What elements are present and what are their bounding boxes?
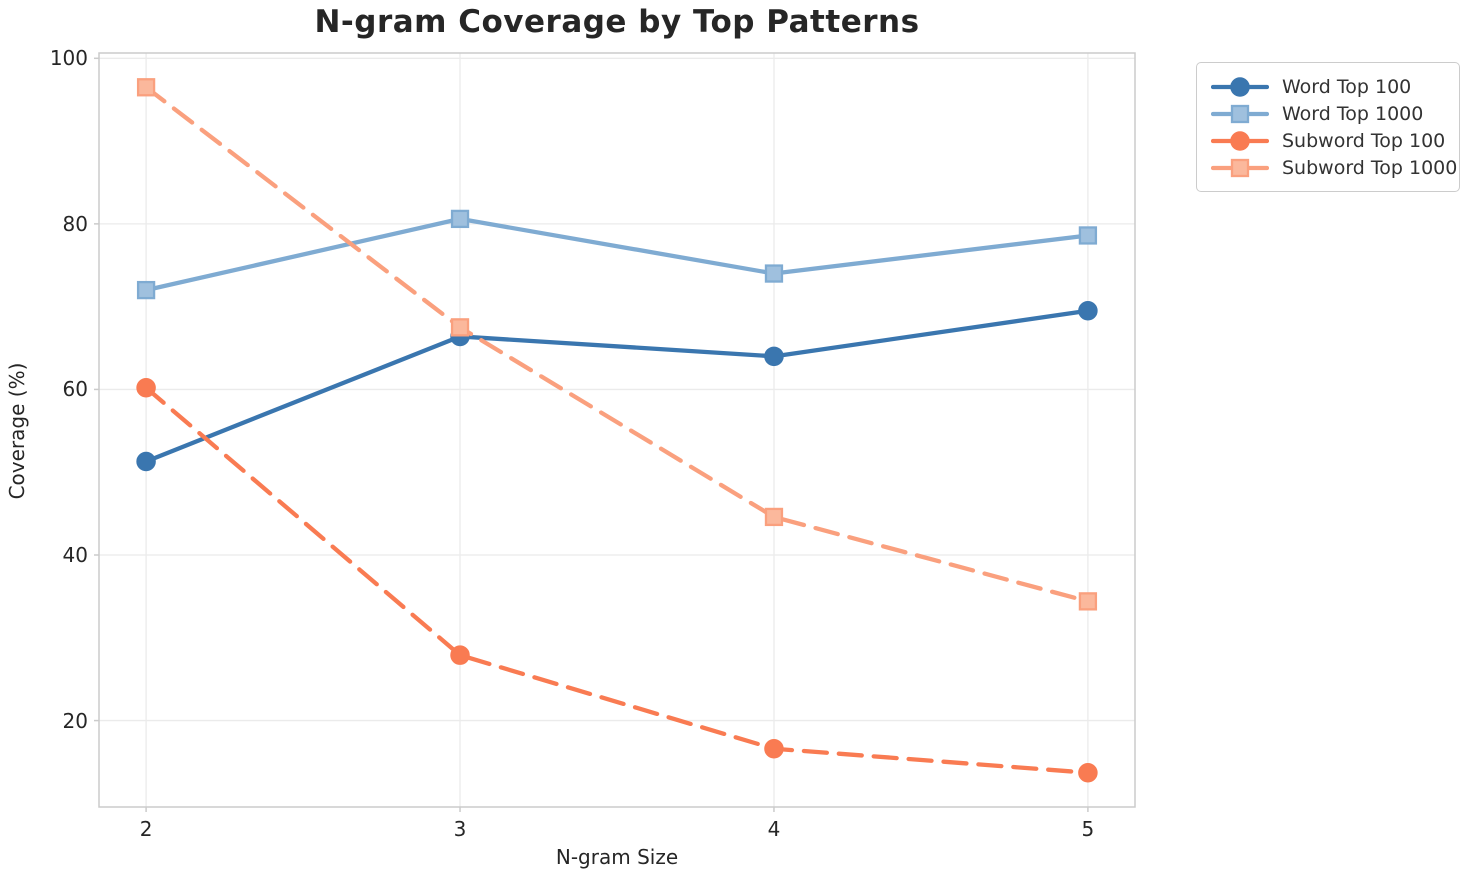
legend-item-subword-top-100: Subword Top 100 (1211, 127, 1445, 154)
legend-label: Subword Top 100 (1282, 129, 1446, 152)
legend: Word Top 100 Word Top 1000 Subword Top 1… (1196, 62, 1460, 192)
data-point-word-top-1000 (764, 264, 784, 283)
data-point-subword-top-1000 (1078, 592, 1098, 611)
legend-marker-circle-icon (1230, 76, 1250, 97)
y-tick-label: 60 (62, 377, 88, 402)
data-point-subword-top-100 (450, 645, 470, 665)
data-point-subword-top-100 (1078, 762, 1098, 783)
data-point-subword-top-100 (136, 378, 156, 398)
legend-marker-square-icon (1230, 158, 1250, 177)
legend-item-word-top-1000: Word Top 1000 (1211, 100, 1445, 127)
series-line-word-top-1000 (143, 216, 1091, 293)
chart-title: N-gram Coverage by Top Patterns (314, 4, 920, 40)
legend-swatch-icon (1211, 130, 1269, 151)
legend-item-subword-top-1000: Subword Top 1000 (1211, 154, 1457, 181)
legend-swatch-icon (1211, 158, 1269, 177)
series-line-subword-top-100 (143, 385, 1091, 775)
legend-label: Word Top 100 (1282, 75, 1412, 98)
y-tick-label: 20 (62, 708, 88, 733)
legend-label: Subword Top 1000 (1282, 156, 1458, 179)
legend-label: Word Top 1000 (1282, 102, 1424, 125)
series-line-word-top-100 (143, 308, 1091, 464)
legend-marker-circle-icon (1230, 130, 1250, 151)
data-point-word-top-1000 (450, 209, 470, 229)
data-point-subword-top-1000 (764, 507, 784, 527)
axes-border (98, 52, 1136, 808)
legend-marker-square-icon (1230, 104, 1250, 123)
legend-swatch-icon (1211, 76, 1269, 97)
data-point-word-top-1000 (136, 280, 156, 300)
y-tick-label: 80 (62, 211, 88, 236)
x-tick-label: 5 (1081, 817, 1095, 841)
x-tick-label: 4 (767, 817, 781, 841)
x-tick-label: 3 (453, 817, 467, 841)
series-line-subword-top-1000 (143, 85, 1091, 604)
data-point-subword-top-1000 (450, 318, 470, 337)
data-point-word-top-100 (764, 346, 784, 367)
y-tick-label: 100 (49, 46, 88, 71)
data-point-word-top-100 (1078, 301, 1098, 321)
data-point-word-top-1000 (1078, 226, 1098, 245)
legend-item-word-top-100: Word Top 100 (1211, 73, 1445, 100)
data-point-subword-top-100 (764, 738, 784, 759)
data-point-word-top-100 (136, 451, 156, 472)
legend-swatch-icon (1211, 104, 1269, 123)
x-tick-label: 2 (139, 817, 153, 841)
x-axis-label: N-gram Size (555, 845, 679, 869)
y-tick-label: 40 (62, 543, 88, 567)
data-point-subword-top-1000 (136, 78, 156, 97)
